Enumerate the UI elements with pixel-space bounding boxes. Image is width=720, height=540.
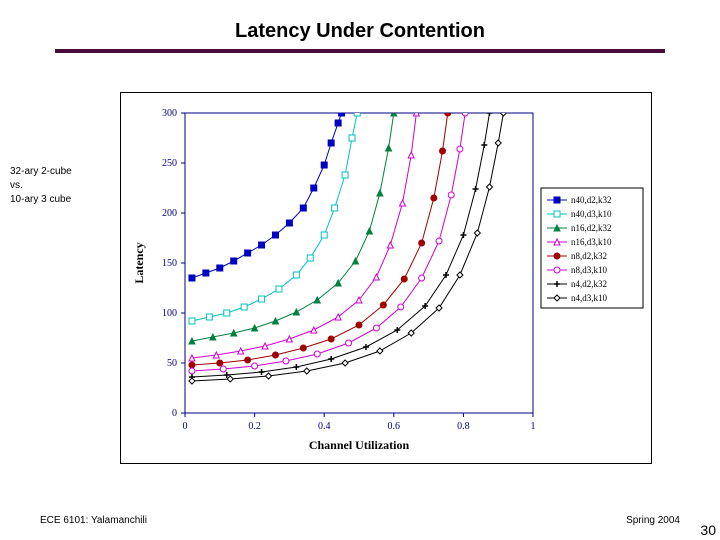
svg-text:n16,d2,k32: n16,d2,k32 [571, 223, 612, 233]
svg-text:150: 150 [162, 258, 177, 269]
comparison-label: 32-ary 2-cube vs. 10-ary 3 cube [10, 165, 72, 207]
svg-text:0.4: 0.4 [318, 421, 331, 432]
svg-text:n4,d2,k32: n4,d2,k32 [571, 279, 607, 289]
svg-text:0.2: 0.2 [248, 421, 261, 432]
svg-text:0.6: 0.6 [388, 421, 401, 432]
svg-text:50: 50 [167, 358, 177, 369]
svg-text:Latency: Latency [132, 242, 146, 283]
page-title: Latency Under Contention [0, 20, 720, 43]
svg-text:1: 1 [531, 421, 536, 432]
svg-text:n40,d3,k10: n40,d3,k10 [571, 209, 612, 219]
footer-right: Spring 2004 [626, 515, 680, 526]
side-label-3: 10-ary 3 cube [10, 194, 71, 205]
svg-text:n8,d2,k32: n8,d2,k32 [571, 251, 607, 261]
side-label-2: vs. [10, 180, 23, 191]
page-number: 30 [700, 522, 716, 538]
svg-text:100: 100 [162, 308, 177, 319]
svg-text:0.8: 0.8 [457, 421, 470, 432]
svg-text:0: 0 [183, 421, 188, 432]
chart-svg: 0 0.2 0.4 0.6 0.8 1 0 50 100 150 200 250 300 Channel … [121, 93, 651, 463]
svg-text:n40,d2,k32: n40,d2,k32 [571, 195, 612, 205]
svg-text:n4,d3,k10: n4,d3,k10 [571, 293, 608, 303]
side-label-1: 32-ary 2-cube [10, 166, 72, 177]
svg-text:250: 250 [162, 158, 177, 169]
svg-text:n16,d3,k10: n16,d3,k10 [571, 237, 612, 247]
footer-left: ECE 6101: Yalamanchili [40, 515, 147, 526]
svg-text:0: 0 [172, 408, 177, 419]
svg-text:n8,d3,k10: n8,d3,k10 [571, 265, 608, 275]
title-rule [55, 49, 665, 53]
latency-chart: 0 0.2 0.4 0.6 0.8 1 0 50 100 150 200 250 300 Channel … [120, 92, 652, 464]
svg-text:200: 200 [162, 208, 177, 219]
svg-text:Channel Utilization: Channel Utilization [309, 438, 410, 452]
svg-text:300: 300 [162, 108, 177, 119]
